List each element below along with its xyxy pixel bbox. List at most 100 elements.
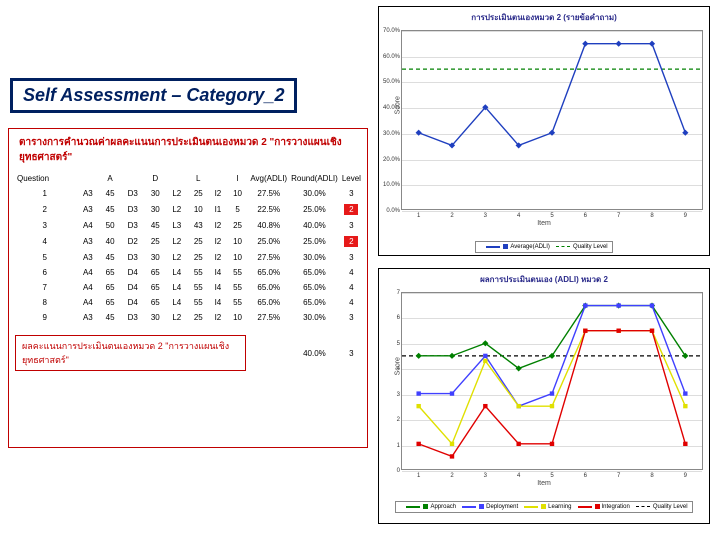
table-cell: 65.0% [248, 295, 289, 310]
table-cell: 27.5% [248, 310, 289, 325]
y-tick: 10.0% [380, 182, 400, 188]
series-marker [583, 329, 587, 333]
table-cell: I2 [209, 218, 227, 233]
y-tick: 0 [380, 468, 400, 474]
table-cell: 25.0% [248, 233, 289, 250]
table-cell: 25 [188, 250, 210, 265]
table-cell: 25 [188, 233, 210, 250]
chart-svg [402, 31, 702, 209]
table-cell: 40.0% [289, 218, 340, 233]
table-cell: 6 [13, 265, 76, 280]
table-cell: 27.5% [248, 250, 289, 265]
series-marker [582, 41, 588, 47]
table-cell: L2 [166, 250, 188, 265]
chart-1-title: การประเมินตนเองหมวด 2 (รายข้อคำถาม) [379, 7, 709, 26]
series-marker [416, 442, 420, 446]
legend-label: Deployment [486, 504, 518, 510]
table-cell: 4 [13, 233, 76, 250]
summary-level: 3 [340, 325, 363, 374]
legend-line [636, 506, 650, 507]
table-cell: 7 [13, 280, 76, 295]
table-cell: 3 [340, 218, 363, 233]
x-tick: 3 [484, 473, 487, 479]
table-panel: ตารางการคำนวณค่าผลคะแนนการประเมินตนเองหม… [8, 128, 368, 448]
data-table: QuestionADLIAvg(ADLI)Round(ADLI)Level 1A… [13, 171, 363, 374]
table-cell: 55 [188, 295, 210, 310]
series-marker [616, 329, 620, 333]
table-cell: 5 [227, 201, 249, 218]
table-cell: 65 [99, 280, 121, 295]
legend-line [578, 506, 592, 508]
y-tick: 1 [380, 443, 400, 449]
table-header [209, 171, 227, 186]
table-cell: 45 [99, 186, 121, 201]
legend-line [524, 506, 538, 508]
y-tick: 7 [380, 290, 400, 296]
table-cell: 10 [227, 186, 249, 201]
table-cell: I1 [209, 201, 227, 218]
legend-label: Quality Level [653, 504, 688, 510]
table-header [166, 171, 188, 186]
table-cell: 4 [340, 265, 363, 280]
table-row: 8A465D465L455I45565.0%65.0%4 [13, 295, 363, 310]
series-marker [650, 303, 654, 307]
series-marker [516, 442, 520, 446]
series-marker [550, 404, 554, 408]
series-line [419, 306, 686, 369]
table-cell: 65 [99, 265, 121, 280]
x-tick: 5 [550, 213, 553, 219]
series-marker [682, 130, 688, 136]
y-tick: 3 [380, 392, 400, 398]
y-tick: 5 [380, 341, 400, 347]
table-cell: L3 [166, 218, 188, 233]
series-marker [616, 303, 620, 307]
table-cell: I4 [209, 265, 227, 280]
table-row: 6A465D465L455I45565.0%65.0%4 [13, 265, 363, 280]
table-cell: 65.0% [289, 280, 340, 295]
table-cell: 65 [99, 295, 121, 310]
y-axis-label: Score [395, 357, 402, 375]
table-cell: 2 [340, 233, 363, 250]
table-cell: 30 [145, 186, 167, 201]
y-axis-label: Score [395, 96, 402, 114]
table-row: 9A345D330L225I21027.5%30.0%3 [13, 310, 363, 325]
legend-line [486, 246, 500, 248]
table-cell: 30.0% [289, 250, 340, 265]
x-tick: 9 [684, 473, 687, 479]
table-cell: D3 [121, 250, 145, 265]
series-marker [450, 391, 454, 395]
table-cell: 45 [99, 250, 121, 265]
legend-swatch [503, 244, 508, 249]
table-cell: 30 [145, 250, 167, 265]
summary-label: ผลคะแนนการประเมินตนเองหมวด 2 "การวางแผนเ… [15, 335, 246, 371]
table-row: 4A340D225L225I21025.0%25.0%2 [13, 233, 363, 250]
table-header: Level [340, 171, 363, 186]
table-cell: I4 [209, 295, 227, 310]
legend-label: Average(ADLI) [510, 244, 550, 250]
table-cell: 30.0% [289, 310, 340, 325]
table-cell: 50 [99, 218, 121, 233]
table-cell: I4 [209, 280, 227, 295]
table-cell: I2 [209, 310, 227, 325]
table-cell: 55 [188, 265, 210, 280]
table-cell: D3 [121, 201, 145, 218]
table-cell: A3 [76, 186, 99, 201]
series-marker [550, 391, 554, 395]
table-row: 7A465D465L455I45565.0%65.0%4 [13, 280, 363, 295]
table-cell: D3 [121, 186, 145, 201]
gridline [402, 471, 702, 472]
series-marker [416, 353, 422, 359]
table-cell: 65.0% [289, 295, 340, 310]
table-title: ตารางการคำนวณค่าผลคะแนนการประเมินตนเองหม… [19, 135, 363, 165]
y-tick: 0.0% [380, 208, 400, 214]
table-cell: A3 [76, 233, 99, 250]
series-marker [416, 391, 420, 395]
table-cell: 25.0% [289, 233, 340, 250]
table-cell: L2 [166, 201, 188, 218]
series-marker [550, 442, 554, 446]
legend-swatch [479, 504, 484, 509]
table-cell: 65 [145, 295, 167, 310]
y-tick: 2 [380, 417, 400, 423]
table-cell: 10 [227, 233, 249, 250]
table-row: 2A345D330L210I1522.5%25.0%2 [13, 201, 363, 218]
